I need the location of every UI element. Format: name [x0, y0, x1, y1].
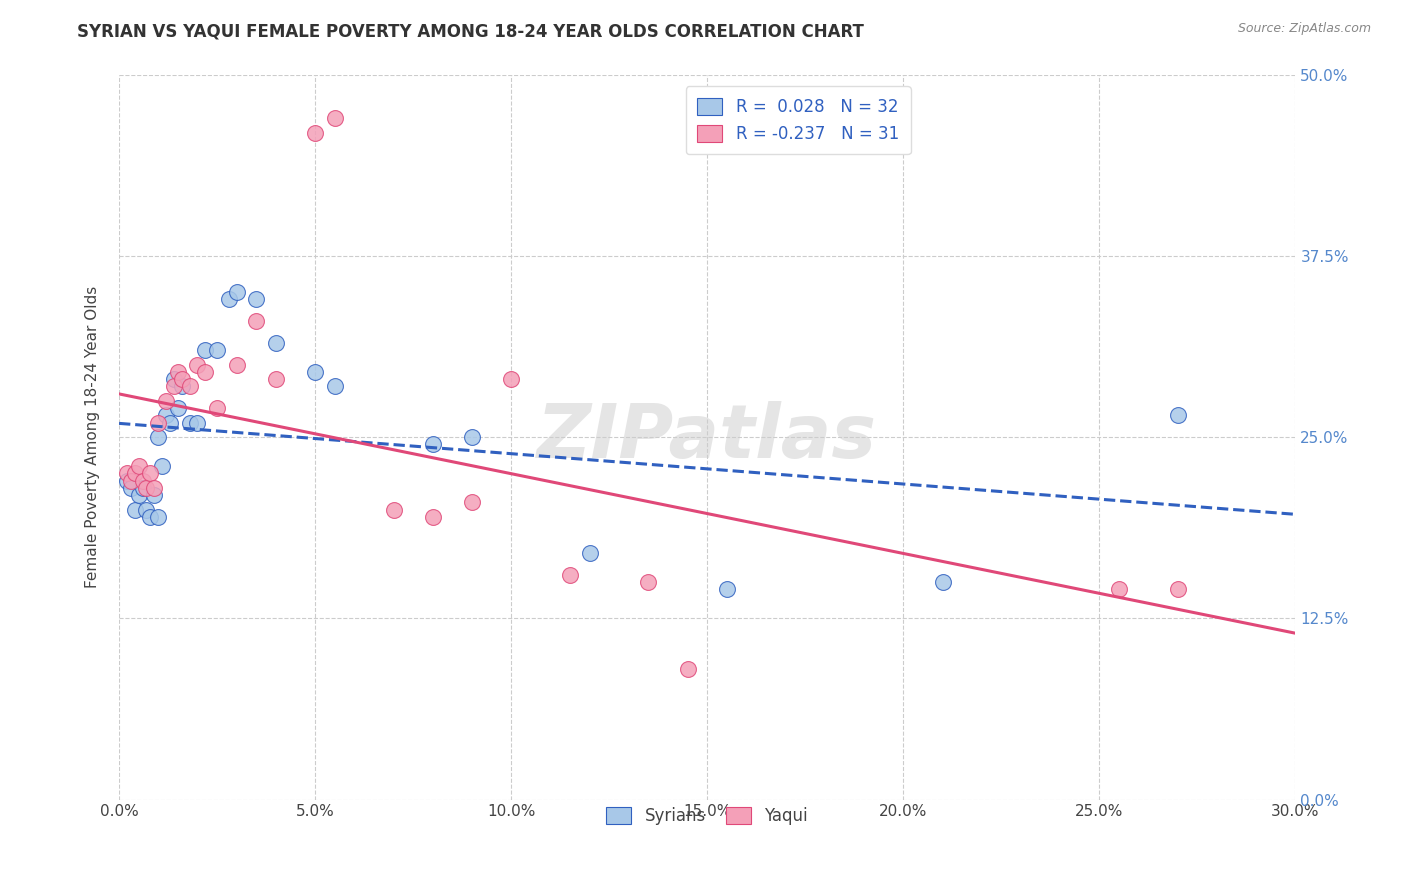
Point: [139, 509, 162, 524]
Point: [115, 474, 138, 488]
Point: [159, 416, 181, 430]
Point: [205, 343, 228, 357]
Point: [676, 662, 699, 676]
Point: [150, 458, 173, 473]
Point: [194, 343, 217, 357]
Point: [131, 481, 153, 495]
Point: [120, 474, 142, 488]
Point: [264, 372, 287, 386]
Point: [422, 509, 444, 524]
Text: SYRIAN VS YAQUI FEMALE POVERTY AMONG 18-24 YEAR OLDS CORRELATION CHART: SYRIAN VS YAQUI FEMALE POVERTY AMONG 18-…: [77, 22, 865, 40]
Point: [128, 458, 150, 473]
Point: [578, 546, 600, 560]
Point: [218, 293, 240, 307]
Point: [170, 379, 193, 393]
Point: [148, 509, 170, 524]
Point: [155, 409, 177, 423]
Point: [461, 495, 484, 509]
Point: [139, 467, 162, 481]
Point: [501, 372, 523, 386]
Point: [323, 111, 346, 125]
Point: [931, 574, 953, 589]
Point: [170, 372, 193, 386]
Point: [716, 582, 738, 597]
Point: [205, 401, 228, 415]
Point: [115, 467, 138, 481]
Point: [1167, 582, 1189, 597]
Point: [186, 416, 208, 430]
Point: [128, 488, 150, 502]
Point: [143, 481, 166, 495]
Text: Source: ZipAtlas.com: Source: ZipAtlas.com: [1237, 22, 1371, 36]
Point: [167, 365, 190, 379]
Point: [422, 437, 444, 451]
Point: [245, 293, 267, 307]
Point: [179, 379, 201, 393]
Point: [304, 126, 326, 140]
Point: [194, 365, 217, 379]
Point: [186, 358, 208, 372]
Point: [245, 314, 267, 328]
Point: [225, 285, 247, 299]
Point: [558, 567, 581, 582]
Point: [143, 488, 166, 502]
Point: [264, 335, 287, 350]
Point: [135, 481, 157, 495]
Point: [148, 430, 170, 444]
Point: [148, 416, 170, 430]
Point: [461, 430, 484, 444]
Point: [382, 502, 405, 516]
Point: [167, 401, 190, 415]
Point: [637, 574, 659, 589]
Point: [163, 372, 186, 386]
Point: [323, 379, 346, 393]
Point: [225, 358, 247, 372]
Point: [120, 481, 142, 495]
Y-axis label: Female Poverty Among 18-24 Year Olds: Female Poverty Among 18-24 Year Olds: [86, 286, 100, 588]
Text: ZIPatlas: ZIPatlas: [537, 401, 877, 474]
Point: [163, 379, 186, 393]
Point: [135, 502, 157, 516]
Legend: Syrians, Yaqui: Syrians, Yaqui: [596, 797, 818, 835]
Point: [124, 502, 146, 516]
Point: [304, 365, 326, 379]
Point: [1167, 409, 1189, 423]
Point: [179, 416, 201, 430]
Point: [1108, 582, 1130, 597]
Point: [155, 393, 177, 408]
Point: [124, 467, 146, 481]
Point: [131, 474, 153, 488]
